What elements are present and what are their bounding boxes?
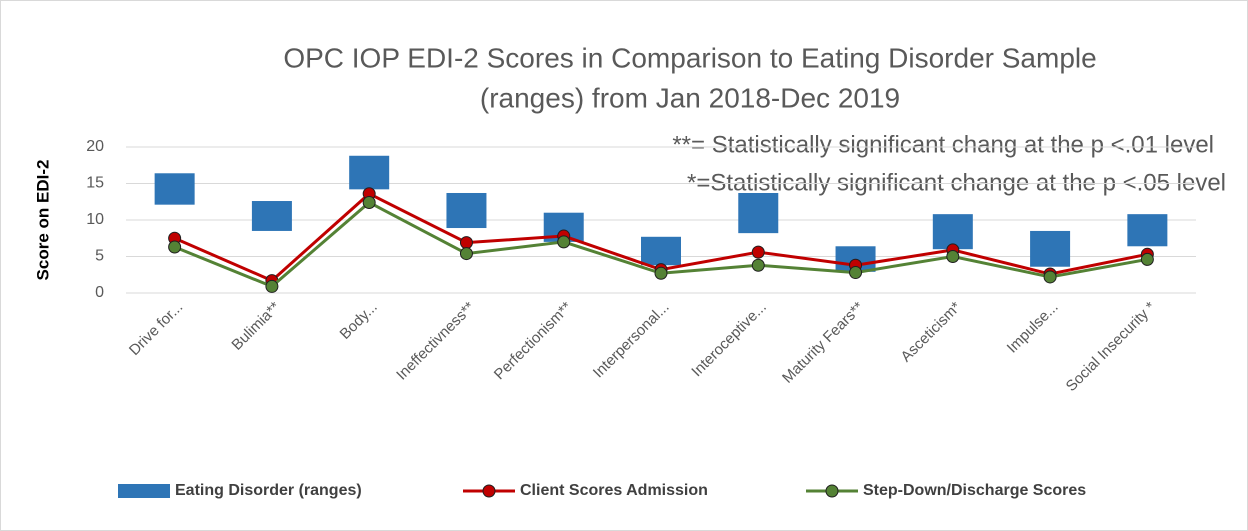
- annotation: *=Statistically significant change at th…: [687, 169, 1226, 196]
- range-bar: [932, 214, 973, 250]
- marker: [654, 266, 668, 280]
- range-bar: [738, 192, 779, 234]
- legend-label: Client Scores Admission: [520, 482, 708, 499]
- marker: [459, 247, 473, 261]
- legend-label: Step-Down/Discharge Scores: [863, 482, 1086, 499]
- marker: [1140, 252, 1154, 266]
- range-bar: [1030, 230, 1071, 267]
- range-bar: [349, 155, 390, 190]
- marker: [459, 236, 473, 250]
- marker: [168, 240, 182, 254]
- marker: [1043, 270, 1057, 284]
- range-bar: [1127, 214, 1168, 247]
- chart-title: (ranges) from Jan 2018-Dec 2019: [480, 82, 900, 113]
- y-tick-label: 0: [95, 284, 104, 301]
- range-bar: [446, 192, 487, 229]
- marker: [946, 250, 960, 263]
- range-bar: [154, 173, 195, 205]
- chart-title: OPC IOP EDI-2 Scores in Comparison to Ea…: [283, 42, 1096, 73]
- y-tick-label: 10: [86, 211, 104, 228]
- marker: [362, 195, 376, 209]
- marker: [849, 266, 863, 280]
- y-tick-label: 20: [86, 138, 104, 155]
- marker: [265, 279, 279, 293]
- marker: [557, 235, 571, 249]
- range-bar: [251, 201, 292, 231]
- range-bar: [641, 236, 681, 266]
- legend-swatch: [118, 484, 170, 498]
- annotation: **= Statistically significant chang at t…: [672, 131, 1214, 158]
- y-tick-label: 5: [95, 248, 104, 265]
- marker: [751, 258, 765, 272]
- y-axis-title: Score on EDI-2: [33, 160, 52, 281]
- y-tick-label: 15: [86, 175, 104, 192]
- legend-swatch: [482, 484, 496, 498]
- legend-label: Eating Disorder (ranges): [175, 482, 362, 499]
- legend-swatch: [825, 484, 839, 498]
- marker: [751, 245, 765, 259]
